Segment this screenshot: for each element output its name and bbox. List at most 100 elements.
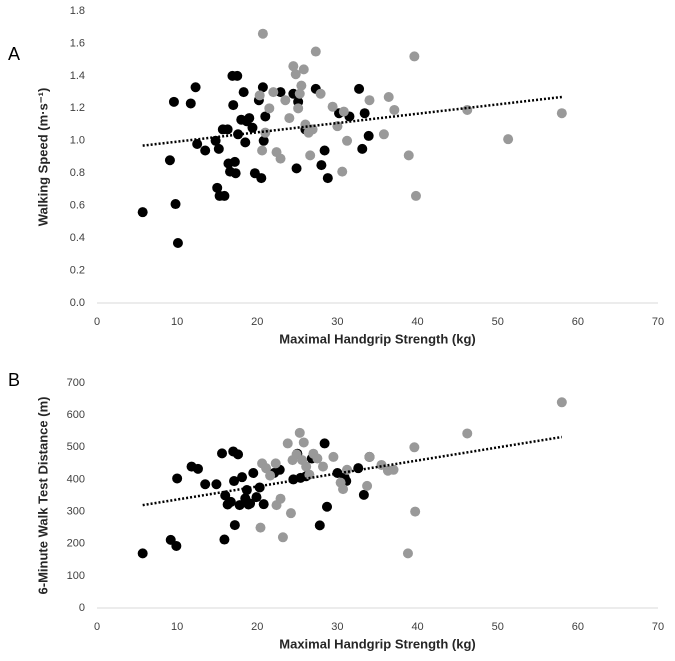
- point: [410, 190, 421, 201]
- point: [172, 237, 183, 248]
- point: [234, 500, 245, 511]
- point: [322, 501, 333, 512]
- point: [284, 113, 295, 124]
- point: [192, 463, 203, 474]
- point: [270, 458, 281, 469]
- y-tick-label: 600: [67, 409, 85, 421]
- point: [222, 124, 233, 135]
- y-tick-label: 1.6: [70, 37, 85, 49]
- x-tick-label: 20: [251, 621, 263, 633]
- point: [257, 82, 268, 93]
- panel-label: B: [8, 370, 20, 390]
- point: [294, 427, 305, 438]
- point: [280, 95, 291, 106]
- point: [301, 461, 312, 472]
- x-tick-label: 70: [652, 621, 664, 633]
- point: [137, 548, 148, 559]
- point: [265, 470, 276, 481]
- point: [229, 520, 240, 531]
- point: [164, 155, 175, 166]
- point: [410, 506, 421, 517]
- y-tick-label: 0.2: [70, 264, 85, 276]
- point: [238, 87, 249, 98]
- point: [389, 104, 400, 115]
- point: [170, 199, 181, 210]
- point: [237, 472, 248, 483]
- x-tick-label: 20: [251, 316, 263, 328]
- point: [556, 108, 567, 119]
- point: [230, 168, 241, 179]
- point: [353, 463, 364, 474]
- y-tick-label: 500: [67, 441, 85, 453]
- x-tick-label: 30: [331, 621, 343, 633]
- point: [556, 397, 567, 408]
- y-tick-label: 0.6: [70, 200, 85, 212]
- trendline: [142, 95, 562, 147]
- point: [378, 129, 389, 140]
- point: [185, 98, 196, 109]
- y-tick-label: 0.4: [70, 232, 85, 244]
- point: [342, 464, 353, 475]
- point: [229, 156, 240, 167]
- point: [244, 113, 255, 124]
- point: [137, 207, 148, 218]
- point: [229, 476, 240, 487]
- point: [462, 104, 473, 115]
- point: [258, 135, 269, 146]
- x-tick-label: 10: [171, 621, 183, 633]
- point: [338, 106, 349, 117]
- point: [247, 122, 258, 133]
- point: [219, 534, 230, 545]
- point: [277, 532, 288, 543]
- y-tick-label: 1.0: [70, 135, 85, 147]
- point: [305, 150, 316, 161]
- point: [225, 496, 236, 507]
- point: [233, 449, 244, 460]
- point: [294, 88, 305, 99]
- point: [337, 166, 348, 177]
- point: [304, 469, 315, 480]
- panel-label: A: [8, 44, 20, 64]
- x-tick-label: 70: [652, 316, 664, 328]
- point: [192, 139, 203, 150]
- point: [228, 100, 239, 111]
- y-axis-title: Walking Speed (m·s⁻¹): [35, 88, 50, 227]
- point: [291, 163, 302, 174]
- point: [275, 493, 286, 504]
- point: [376, 459, 387, 470]
- trendline: [142, 435, 563, 507]
- x-tick-label: 10: [171, 316, 183, 328]
- point: [383, 91, 394, 102]
- point: [310, 46, 321, 57]
- point: [357, 143, 368, 154]
- point: [354, 83, 365, 94]
- y-tick-label: 300: [67, 505, 85, 517]
- point: [200, 479, 211, 490]
- y-tick-label: 1.8: [70, 5, 85, 17]
- point: [282, 438, 293, 449]
- point: [307, 124, 318, 135]
- point: [260, 127, 271, 138]
- point: [268, 87, 279, 98]
- point: [232, 70, 243, 81]
- point: [260, 111, 271, 122]
- point: [318, 461, 329, 472]
- point: [362, 480, 373, 491]
- point: [261, 463, 272, 474]
- point: [402, 548, 413, 559]
- point: [293, 103, 304, 114]
- point: [342, 135, 353, 146]
- y-tick-label: 200: [67, 538, 85, 550]
- point: [213, 143, 224, 154]
- point: [315, 88, 326, 99]
- x-tick-label: 60: [572, 316, 584, 328]
- point: [288, 61, 299, 72]
- point: [364, 451, 375, 462]
- point: [462, 428, 473, 439]
- point: [312, 453, 323, 464]
- point: [210, 135, 221, 146]
- point: [217, 448, 228, 459]
- x-tick-label: 50: [492, 316, 504, 328]
- point: [409, 442, 420, 453]
